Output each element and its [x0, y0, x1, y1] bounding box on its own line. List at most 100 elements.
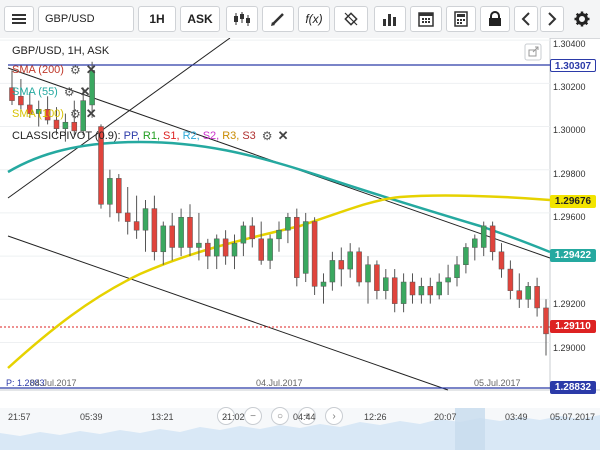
- lock-button[interactable]: [480, 6, 510, 32]
- candle-body[interactable]: [294, 216, 300, 278]
- candle-body[interactable]: [71, 121, 78, 132]
- settings-button[interactable]: [568, 6, 596, 32]
- candle-body[interactable]: [472, 238, 478, 248]
- candle-body[interactable]: [133, 221, 140, 231]
- candle-body[interactable]: [543, 307, 549, 335]
- candle-body[interactable]: [276, 229, 282, 240]
- candle-body[interactable]: [205, 242, 211, 257]
- scroll-left-button[interactable]: [514, 6, 538, 32]
- calculator-button[interactable]: [446, 6, 476, 32]
- zoom-out-icon[interactable]: −: [244, 407, 262, 425]
- candle-body[interactable]: [27, 104, 33, 114]
- gear-icon[interactable]: ⚙: [63, 85, 75, 99]
- candle-body[interactable]: [454, 264, 460, 278]
- volume-button[interactable]: [374, 6, 406, 32]
- candle-body[interactable]: [98, 126, 104, 205]
- sma55-line[interactable]: [7, 140, 551, 254]
- candle-body[interactable]: [374, 264, 380, 291]
- chevron-left-icon[interactable]: ‹: [217, 407, 235, 425]
- price-type-button[interactable]: ASK: [180, 6, 220, 32]
- close-icon[interactable]: ✕: [85, 106, 97, 121]
- sma100-line[interactable]: [7, 194, 551, 369]
- candle-body[interactable]: [383, 277, 389, 291]
- chart-canvas[interactable]: [0, 38, 600, 450]
- close-icon[interactable]: ✕: [277, 128, 289, 143]
- close-icon[interactable]: ✕: [79, 84, 91, 99]
- candle-body[interactable]: [53, 119, 60, 129]
- candle-body[interactable]: [391, 277, 398, 304]
- candle-body[interactable]: [338, 260, 345, 270]
- candle-body[interactable]: [409, 281, 416, 296]
- expand-icon[interactable]: [524, 43, 542, 61]
- candle-body[interactable]: [516, 290, 523, 300]
- draw-tool-button[interactable]: [262, 6, 294, 32]
- calendar-button[interactable]: [410, 6, 442, 32]
- candle-body[interactable]: [400, 281, 407, 304]
- candle-body[interactable]: [213, 238, 220, 257]
- candle-body[interactable]: [196, 242, 202, 248]
- gear-icon[interactable]: ⚙: [69, 107, 81, 121]
- candle-body[interactable]: [427, 286, 434, 296]
- candle-body[interactable]: [124, 212, 131, 222]
- candle-body[interactable]: [187, 216, 193, 248]
- candle-body[interactable]: [534, 286, 540, 309]
- chart-area[interactable]: GBP/USD, 1H, ASK SMA (200) ⚙ ✕ SMA (55) …: [0, 38, 600, 450]
- trendline-lower[interactable]: [7, 235, 449, 391]
- candle-body[interactable]: [436, 281, 442, 296]
- zoom-in-icon[interactable]: +: [298, 407, 316, 425]
- legend-pivot[interactable]: CLASSICPIVOT (0.9): PP, R1, S1, R2, S2, …: [12, 128, 289, 144]
- indicators-button[interactable]: f(x): [298, 6, 330, 32]
- timeframe-button[interactable]: 1H: [138, 6, 176, 32]
- candle-body[interactable]: [169, 225, 175, 248]
- candle-body[interactable]: [231, 242, 238, 257]
- candle-body[interactable]: [62, 121, 69, 129]
- legend-sma55[interactable]: SMA (55) ⚙ ✕: [12, 84, 91, 100]
- candle-body[interactable]: [311, 221, 318, 287]
- candle-body[interactable]: [249, 225, 256, 240]
- candle-body[interactable]: [151, 208, 158, 253]
- candle-body[interactable]: [160, 225, 167, 253]
- candle-body[interactable]: [222, 238, 229, 257]
- candle-body[interactable]: [35, 109, 42, 114]
- legend-sma200[interactable]: SMA (200) ⚙ ✕: [12, 62, 97, 78]
- clear-drawings-button[interactable]: [334, 6, 368, 32]
- candle-body[interactable]: [116, 178, 122, 214]
- candle-body[interactable]: [347, 251, 353, 270]
- candle-body[interactable]: [9, 87, 15, 101]
- candle-body[interactable]: [240, 225, 247, 244]
- scroll-right-button[interactable]: [540, 6, 564, 32]
- legend-sma100[interactable]: SMA (100) ⚙ ✕: [12, 106, 97, 122]
- close-icon[interactable]: ✕: [85, 62, 97, 77]
- candle-body[interactable]: [44, 109, 51, 121]
- chevron-right-icon[interactable]: ›: [325, 407, 343, 425]
- gear-icon[interactable]: ⚙: [69, 63, 81, 77]
- candle-body[interactable]: [498, 251, 505, 270]
- candle-body[interactable]: [267, 238, 273, 261]
- candle-body[interactable]: [480, 225, 487, 248]
- zoom-reset-icon[interactable]: ○: [271, 407, 289, 425]
- candle-body[interactable]: [302, 221, 309, 274]
- candle-body[interactable]: [142, 208, 149, 231]
- candle-body[interactable]: [80, 100, 86, 132]
- candle-body[interactable]: [463, 247, 469, 265]
- candle-body[interactable]: [445, 277, 451, 283]
- candle-body[interactable]: [107, 178, 113, 205]
- candle-body[interactable]: [285, 216, 291, 231]
- candle-body[interactable]: [320, 281, 327, 287]
- candle-body[interactable]: [507, 268, 514, 291]
- candle-body[interactable]: [525, 286, 531, 300]
- chart-type-button[interactable]: [226, 6, 258, 32]
- candle-body[interactable]: [18, 96, 24, 106]
- candle-body[interactable]: [418, 286, 425, 296]
- candle-body[interactable]: [89, 70, 95, 106]
- symbol-selector[interactable]: GBP/USD: [38, 6, 134, 32]
- candle-body[interactable]: [365, 264, 371, 283]
- candle-body[interactable]: [178, 216, 184, 248]
- gear-icon[interactable]: ⚙: [261, 129, 273, 143]
- menu-button[interactable]: [4, 6, 34, 32]
- candle-body[interactable]: [489, 225, 496, 253]
- overview-window[interactable]: [455, 408, 485, 450]
- candle-body[interactable]: [329, 260, 336, 283]
- candle-body[interactable]: [356, 251, 362, 283]
- candle-body[interactable]: [258, 238, 264, 261]
